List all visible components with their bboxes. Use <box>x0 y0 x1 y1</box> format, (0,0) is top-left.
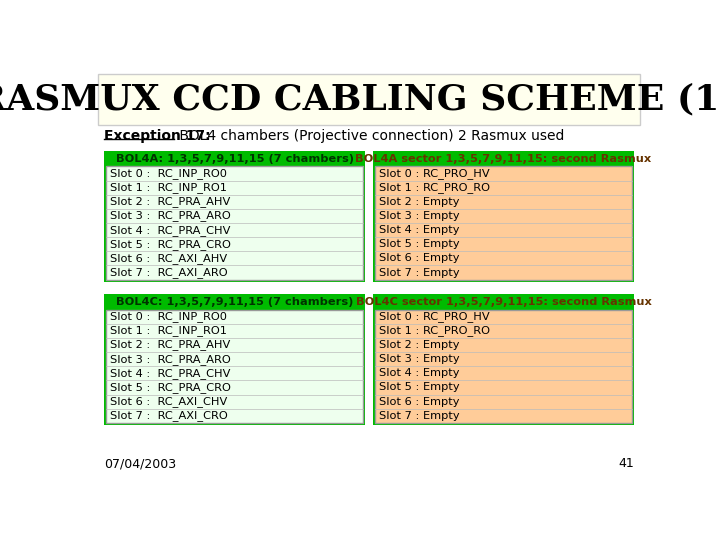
Text: Slot 3 :  RC_PRA_ARO: Slot 3 : RC_PRA_ARO <box>110 354 231 364</box>
Text: Slot 0 : RC_PRO_HV: Slot 0 : RC_PRO_HV <box>379 311 490 322</box>
Text: Slot 5 :  RC_PRA_CRO: Slot 5 : RC_PRA_CRO <box>110 382 231 393</box>
Text: Slot 6 :  RC_AXI_AHV: Slot 6 : RC_AXI_AHV <box>110 253 228 264</box>
Text: Slot 6 : Empty: Slot 6 : Empty <box>379 396 459 407</box>
Text: Slot 0 :  RC_INP_RO0: Slot 0 : RC_INP_RO0 <box>110 168 227 179</box>
Bar <box>373 151 634 282</box>
Text: Slot 3 : Empty: Slot 3 : Empty <box>379 211 459 221</box>
Text: Slot 1 :  RC_INP_RO1: Slot 1 : RC_INP_RO1 <box>110 326 227 336</box>
Text: Slot 6 :  RC_AXI_CHV: Slot 6 : RC_AXI_CHV <box>110 396 228 407</box>
Text: Slot 0 : RC_PRO_HV: Slot 0 : RC_PRO_HV <box>379 168 490 179</box>
Text: 07/04/2003: 07/04/2003 <box>104 457 176 470</box>
Text: Slot 7 : Empty: Slot 7 : Empty <box>379 267 459 278</box>
Text: BOL4C: 1,3,5,7,9,11,15 (7 chambers): BOL4C: 1,3,5,7,9,11,15 (7 chambers) <box>116 297 354 307</box>
Text: BOL4A: 1,3,5,7,9,11,15 (7 chambers): BOL4A: 1,3,5,7,9,11,15 (7 chambers) <box>115 154 354 164</box>
Text: Slot 4 : Empty: Slot 4 : Empty <box>379 368 459 379</box>
Bar <box>373 294 634 425</box>
Text: Slot 2 :  RC_PRA_AHV: Slot 2 : RC_PRA_AHV <box>110 197 230 207</box>
Bar <box>107 309 363 423</box>
FancyBboxPatch shape <box>98 74 640 125</box>
Text: Slot 3 :  RC_PRA_ARO: Slot 3 : RC_PRA_ARO <box>110 211 231 221</box>
Bar <box>375 166 631 280</box>
Text: Slot 4 : Empty: Slot 4 : Empty <box>379 225 459 235</box>
Text: Slot 1 : RC_PRO_RO: Slot 1 : RC_PRO_RO <box>379 326 490 336</box>
Text: Slot 2 :  RC_PRA_AHV: Slot 2 : RC_PRA_AHV <box>110 340 230 350</box>
Text: 41: 41 <box>618 457 634 470</box>
Text: RASMUX CCD CABLING SCHEME (19): RASMUX CCD CABLING SCHEME (19) <box>0 83 720 117</box>
Bar <box>107 166 363 280</box>
Text: Slot 2 : Empty: Slot 2 : Empty <box>379 340 459 350</box>
Text: BOL4 chambers (Projective connection) 2 Rasmux used: BOL4 chambers (Projective connection) 2 … <box>175 129 564 143</box>
Text: Slot 5 : Empty: Slot 5 : Empty <box>379 382 459 393</box>
Bar <box>104 151 365 282</box>
Text: Slot 1 : RC_PRO_RO: Slot 1 : RC_PRO_RO <box>379 182 490 193</box>
Text: Slot 6 : Empty: Slot 6 : Empty <box>379 253 459 264</box>
Text: Slot 5 :  RC_PRA_CRO: Slot 5 : RC_PRA_CRO <box>110 239 231 249</box>
Text: Slot 4 :  RC_PRA_CHV: Slot 4 : RC_PRA_CHV <box>110 225 230 235</box>
Text: BOL4C sector 1,3,5,7,9,11,15: second Rasmux: BOL4C sector 1,3,5,7,9,11,15: second Ras… <box>356 297 652 307</box>
Text: Slot 7 :  RC_AXI_CRO: Slot 7 : RC_AXI_CRO <box>110 410 228 421</box>
Text: BOL4A sector 1,3,5,7,9,11,15: second Rasmux: BOL4A sector 1,3,5,7,9,11,15: second Ras… <box>356 154 652 164</box>
Text: Slot 7 :  RC_AXI_ARO: Slot 7 : RC_AXI_ARO <box>110 267 228 278</box>
Text: Slot 4 :  RC_PRA_CHV: Slot 4 : RC_PRA_CHV <box>110 368 230 379</box>
Text: Slot 2 : Empty: Slot 2 : Empty <box>379 197 459 207</box>
Text: Slot 0 :  RC_INP_RO0: Slot 0 : RC_INP_RO0 <box>110 311 227 322</box>
Bar <box>375 309 631 423</box>
Text: Slot 3 : Empty: Slot 3 : Empty <box>379 354 459 364</box>
Text: Exception 17:: Exception 17: <box>104 129 210 143</box>
Text: Slot 7 : Empty: Slot 7 : Empty <box>379 411 459 421</box>
Text: Slot 5 : Empty: Slot 5 : Empty <box>379 239 459 249</box>
Bar <box>104 294 365 425</box>
Text: Slot 1 :  RC_INP_RO1: Slot 1 : RC_INP_RO1 <box>110 182 227 193</box>
